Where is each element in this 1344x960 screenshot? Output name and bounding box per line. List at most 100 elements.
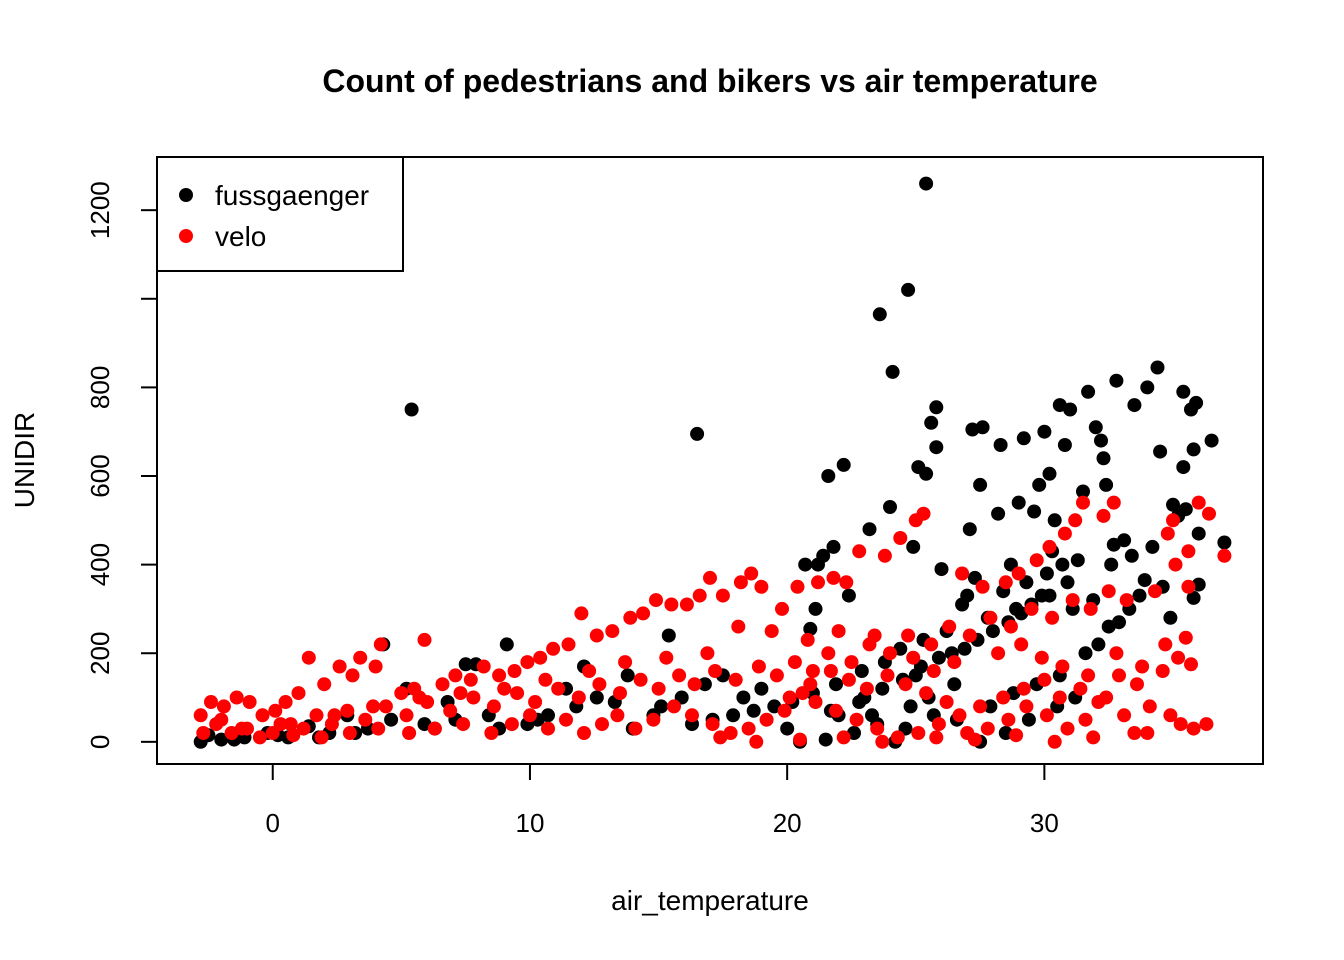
point-fussgaenger-139 [1039, 566, 1054, 581]
point-velo-14 [1042, 539, 1057, 554]
point-velo-195 [1055, 659, 1070, 674]
point-fussgaenger-152 [654, 699, 669, 714]
point-velo-212 [582, 664, 597, 678]
point-velo-202 [926, 664, 941, 678]
point-velo-49 [492, 668, 507, 683]
point-velo-57 [373, 637, 388, 652]
point-fussgaenger-19 [924, 415, 939, 430]
point-fussgaenger-188 [852, 695, 867, 709]
point-velo-206 [800, 632, 815, 647]
point-fussgaenger-39 [1176, 460, 1191, 475]
point-fussgaenger-148 [736, 690, 751, 705]
point-fussgaenger-5 [690, 426, 705, 441]
point-fussgaenger-34 [973, 477, 988, 492]
point-fussgaenger-45 [991, 506, 1006, 521]
point-fussgaenger-178 [1042, 588, 1057, 603]
point-velo-116 [1003, 619, 1018, 634]
point-velo-54 [417, 632, 432, 647]
point-velo-61 [332, 659, 347, 674]
point-velo-28 [790, 579, 805, 594]
point-velo-88 [443, 703, 458, 718]
point-velo-175 [1099, 690, 1114, 705]
point-velo-112 [924, 637, 939, 652]
point-velo-96 [613, 686, 627, 701]
point-velo-80 [296, 721, 311, 736]
point-fussgaenger-88 [746, 703, 761, 718]
point-velo-230 [1047, 734, 1062, 749]
point-fussgaenger-41 [1099, 477, 1114, 492]
point-velo-119 [1065, 593, 1080, 608]
point-fussgaenger-48 [1166, 497, 1180, 512]
point-velo-26 [826, 570, 841, 585]
point-fussgaenger-83 [854, 664, 869, 678]
point-velo-94 [571, 690, 586, 705]
point-velo-13 [1057, 526, 1072, 541]
point-fussgaenger-44 [962, 522, 977, 537]
point-velo-188 [841, 672, 856, 687]
point-fussgaenger-43 [906, 539, 921, 554]
point-velo-124 [1016, 681, 1031, 696]
point-fussgaenger-0 [919, 176, 934, 191]
legend-label-fussgaenger: fussgaenger [215, 180, 369, 211]
point-velo-9 [1106, 495, 1121, 510]
point-velo-141 [685, 708, 699, 723]
y-axis-label: UNIDIR [9, 412, 40, 508]
point-velo-214 [497, 681, 512, 696]
point-velo-223 [749, 734, 764, 749]
y-tick-label-6: 1200 [85, 181, 115, 239]
point-velo-166 [1163, 708, 1178, 723]
point-velo-130 [890, 730, 905, 745]
point-fussgaenger-40 [1011, 495, 1026, 510]
point-velo-10 [1096, 508, 1111, 523]
point-velo-169 [1199, 717, 1214, 732]
point-velo-129 [911, 726, 926, 740]
point-velo-42 [589, 628, 604, 643]
point-fussgaenger-8 [1176, 384, 1191, 399]
point-fussgaenger-4 [404, 402, 419, 417]
point-velo-25 [839, 575, 854, 590]
point-velo-123 [1037, 672, 1052, 687]
point-fussgaenger-52 [1191, 526, 1206, 541]
point-velo-164 [1130, 677, 1144, 692]
point-velo-146 [595, 717, 609, 732]
point-velo-225 [836, 730, 851, 745]
point-velo-176 [1078, 712, 1093, 727]
point-fussgaenger-31 [919, 466, 934, 481]
point-fussgaenger-89 [726, 708, 741, 723]
point-velo-127 [952, 708, 967, 723]
y-axis: 0 200 400 600 800 1200 [85, 181, 158, 749]
point-velo-86 [399, 708, 414, 723]
point-velo-65 [278, 695, 293, 709]
point-fussgaenger-26 [1057, 438, 1072, 452]
point-velo-44 [561, 637, 576, 652]
point-velo-102 [728, 672, 743, 687]
point-fussgaenger-74 [1112, 615, 1126, 630]
point-velo-106 [805, 664, 820, 678]
point-velo-191 [782, 690, 797, 705]
point-velo-197 [1109, 646, 1124, 661]
point-velo-34 [703, 570, 717, 585]
point-fussgaenger-17 [975, 420, 990, 435]
point-velo-224 [793, 732, 807, 747]
point-velo-52 [448, 668, 463, 683]
point-fussgaenger-61 [841, 588, 856, 603]
point-velo-159 [286, 728, 301, 743]
point-velo-144 [628, 721, 643, 736]
point-velo-98 [651, 681, 666, 696]
point-velo-200 [1178, 630, 1193, 645]
point-fussgaenger-68 [1070, 553, 1085, 568]
point-velo-62 [317, 677, 332, 692]
point-fussgaenger-64 [934, 562, 949, 577]
point-velo-56 [394, 686, 409, 701]
point-velo-53 [435, 677, 450, 692]
point-velo-181 [980, 721, 995, 736]
point-velo-5 [1181, 544, 1196, 559]
point-velo-163 [1112, 668, 1126, 683]
point-velo-64 [291, 686, 306, 701]
point-velo-157 [342, 726, 357, 740]
point-velo-194 [1034, 650, 1049, 665]
point-velo-179 [1019, 699, 1034, 714]
point-velo-29 [775, 601, 789, 616]
point-velo-103 [751, 659, 766, 674]
point-velo-184 [919, 686, 934, 701]
